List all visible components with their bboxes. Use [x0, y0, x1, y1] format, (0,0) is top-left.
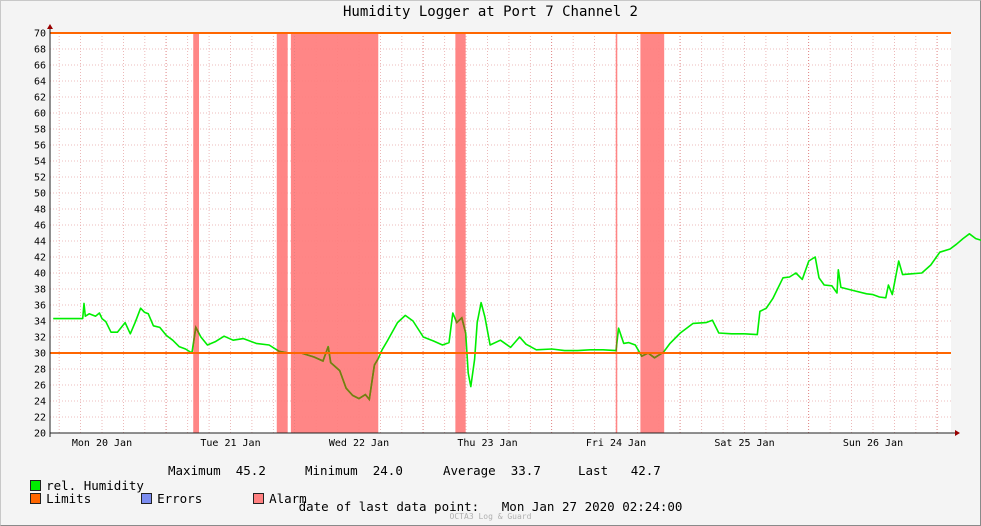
alarm-swatch [253, 493, 265, 504]
y-tick-label: 40 [34, 269, 46, 280]
errors-swatch [141, 493, 153, 504]
alarm-band [455, 33, 466, 433]
y-tick-label: 24 [34, 397, 46, 408]
x-tick-label: Fri 24 Jan [586, 438, 646, 449]
legend-limits-label: Limits [46, 491, 92, 506]
y-tick-label: 64 [34, 77, 46, 88]
plot-background [50, 33, 951, 433]
y-tick-label: 36 [34, 301, 46, 312]
legend-limits: Limits [15, 476, 91, 506]
y-tick-label: 56 [34, 141, 46, 152]
stat-maximum: Maximum 45.2 [168, 463, 266, 478]
watermark: OCTA3 Log & Guard [449, 512, 532, 521]
x-tick-label: Sun 26 Jan [843, 438, 903, 449]
y-tick-label: 60 [34, 109, 46, 120]
y-tick-label: 38 [34, 285, 46, 296]
last-data-point-label: date of last data point: [298, 499, 480, 514]
legend-alarm: Alarm [238, 476, 307, 506]
stat-last: Last 42.7 [578, 463, 661, 478]
alarm-band [193, 33, 200, 433]
y-tick-label: 34 [34, 317, 46, 328]
legend-series: rel. Humidity [15, 463, 144, 493]
chart-title: Humidity Logger at Port 7 Channel 2 [342, 4, 638, 20]
stat-maximum-label: Maximum [168, 463, 221, 478]
stat-average-value: 33.7 [510, 463, 541, 478]
y-axis-arrow [47, 24, 53, 29]
stat-minimum-value: 24.0 [372, 463, 403, 478]
y-tick-label: 48 [34, 205, 46, 216]
legend-errors: Errors [126, 476, 202, 506]
y-tick-label: 22 [34, 413, 46, 424]
stat-average: Average 33.7 [443, 463, 541, 478]
stat-maximum-value: 45.2 [235, 463, 266, 478]
series-line-humidity [53, 233, 981, 401]
y-tick-label: 52 [34, 173, 46, 184]
y-tick-label: 30 [34, 349, 46, 360]
alarm-band [290, 33, 379, 433]
alarm-band [640, 33, 665, 433]
y-tick-label: 46 [34, 221, 46, 232]
y-tick-label: 32 [34, 333, 46, 344]
series-swatch [30, 480, 42, 491]
y-tick-label: 50 [34, 189, 46, 200]
stat-minimum: Minimum 24.0 [305, 463, 403, 478]
y-tick-label: 68 [34, 45, 46, 56]
y-tick-label: 54 [34, 157, 46, 168]
alarm-band [615, 33, 618, 433]
last-data-point: date of last data point: Mon Jan 27 2020… [0, 499, 981, 514]
x-axis-arrow [955, 430, 960, 436]
x-tick-label: Mon 20 Jan [72, 438, 132, 449]
y-tick-label: 28 [34, 365, 46, 376]
x-tick-label: Thu 23 Jan [457, 438, 517, 449]
legend-series-label: rel. Humidity [46, 478, 144, 493]
y-tick-label: 70 [34, 29, 46, 40]
y-tick-label: 44 [34, 237, 46, 248]
y-tick-label: 66 [34, 61, 46, 72]
stat-last-value: 42.7 [630, 463, 661, 478]
alarm-band [276, 33, 288, 433]
last-data-point-value: Mon Jan 27 2020 02:24:00 [501, 499, 683, 514]
stat-minimum-label: Minimum [305, 463, 358, 478]
y-tick-label: 20 [34, 429, 46, 440]
x-tick-label: Wed 22 Jan [329, 438, 389, 449]
y-tick-label: 62 [34, 93, 46, 104]
limits-swatch [30, 493, 42, 504]
legend-alarm-label: Alarm [269, 491, 307, 506]
x-tick-label: Tue 21 Jan [200, 438, 260, 449]
y-tick-label: 42 [34, 253, 46, 264]
x-tick-label: Sat 25 Jan [714, 438, 774, 449]
stat-average-label: Average [443, 463, 496, 478]
legend-errors-label: Errors [157, 491, 203, 506]
stat-last-label: Last [578, 463, 609, 478]
y-tick-label: 58 [34, 125, 46, 136]
y-tick-label: 26 [34, 381, 46, 392]
